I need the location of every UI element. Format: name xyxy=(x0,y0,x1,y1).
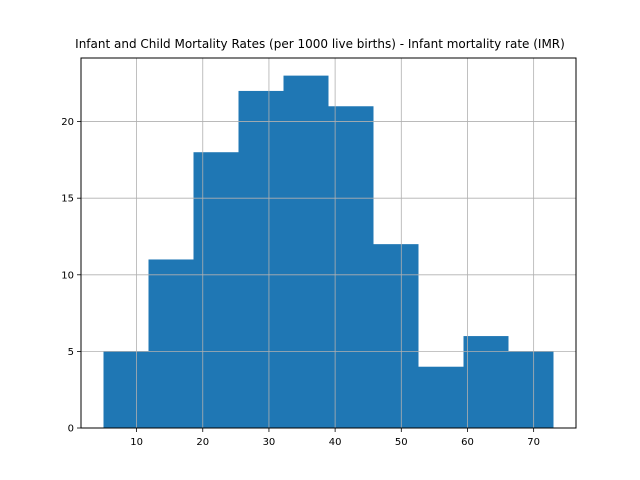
x-tick-label: 60 xyxy=(461,437,474,448)
x-tick-label: 30 xyxy=(263,437,276,448)
bars xyxy=(103,75,554,429)
histogram-bar xyxy=(238,90,284,429)
histogram-bar xyxy=(328,106,374,429)
y-tick-label: 10 xyxy=(61,270,74,281)
histogram-bar xyxy=(373,244,419,428)
plot-frame xyxy=(80,57,577,429)
histogram-bar xyxy=(193,152,239,428)
histogram-bar xyxy=(148,259,194,428)
y-tick-label: 0 xyxy=(68,424,74,435)
histogram-bar xyxy=(418,366,464,428)
y-tick-label: 15 xyxy=(61,194,74,205)
y-tick-label: 5 xyxy=(68,347,74,358)
histogram-bar xyxy=(463,336,509,428)
chart-title: Infant and Child Mortality Rates (per 10… xyxy=(75,37,565,51)
x-tick-label: 10 xyxy=(130,437,143,448)
histogram-bar xyxy=(103,351,149,428)
x-tick-label: 50 xyxy=(395,437,408,448)
x-axis: 10 20 30 40 50 60 70 xyxy=(130,428,540,448)
histogram-bar xyxy=(283,75,329,428)
x-tick-label: 70 xyxy=(527,437,540,448)
x-tick-label: 40 xyxy=(329,437,342,448)
x-tick-label: 20 xyxy=(196,437,209,448)
y-axis: 0 5 10 15 20 xyxy=(61,117,81,435)
y-tick-label: 20 xyxy=(61,117,74,128)
histogram-bar xyxy=(508,351,554,428)
